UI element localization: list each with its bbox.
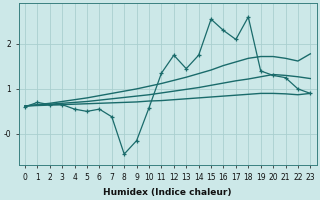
X-axis label: Humidex (Indice chaleur): Humidex (Indice chaleur) — [103, 188, 232, 197]
